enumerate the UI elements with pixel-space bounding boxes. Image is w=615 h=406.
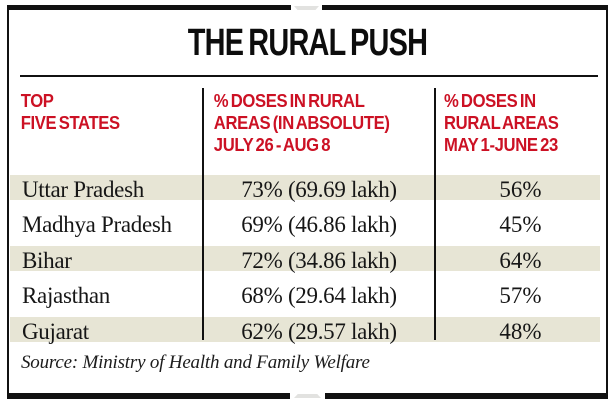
source-credit: Source: Ministry of Health and Family We… xyxy=(21,352,370,373)
bottom-rule-notch-tab xyxy=(294,394,321,398)
table-row: Gujarat 62% (29.57 lakh) 48% xyxy=(9,314,606,350)
header-states-line1: TOP xyxy=(20,90,54,111)
doses-may-jun-value: 48% xyxy=(499,318,542,344)
table-row: Uttar Pradesh 73% (69.69 lakh) 56% xyxy=(9,172,606,208)
table-row: Bihar 72% (34.86 lakh) 64% xyxy=(9,243,606,279)
page-title-text: THE RURAL PUSH xyxy=(187,22,428,64)
header-states-line2: FIVE STATES xyxy=(20,112,120,133)
state-name: Bihar xyxy=(22,247,72,273)
column-divider-1 xyxy=(202,88,204,340)
table-body: Uttar Pradesh 73% (69.69 lakh) 56% Madhy… xyxy=(9,172,606,350)
page-title: THE RURAL PUSH xyxy=(0,24,615,62)
bottom-rule-notch xyxy=(290,392,325,404)
header-jul-aug-line1: % DOSES IN RURAL xyxy=(213,90,365,111)
header-may-jun-line3: MAY 1-JUNE 23 xyxy=(444,134,558,155)
header-may-jun-column: % DOSES IN RURAL AREAS MAY 1-JUNE 23 xyxy=(435,90,589,156)
doses-jul-aug-value: 62% (29.57 lakh) xyxy=(241,318,397,344)
doses-may-jun-value: 64% xyxy=(499,247,542,273)
table-row: Madhya Pradesh 69% (46.86 lakh) 45% xyxy=(9,208,606,244)
doses-jul-aug-value: 68% (29.64 lakh) xyxy=(241,283,397,309)
header-may-jun-line1: % DOSES IN xyxy=(444,90,536,111)
state-name: Uttar Pradesh xyxy=(22,176,144,202)
header-jul-aug-line3: JULY 26 - AUG 8 xyxy=(213,134,331,155)
state-name: Madhya Pradesh xyxy=(22,212,172,238)
header-jul-aug-column: % DOSES IN RURAL AREAS (IN ABSOLUTE) JUL… xyxy=(203,90,412,156)
top-rule-notch-tab xyxy=(294,6,319,10)
title-divider-rule xyxy=(20,75,598,77)
doses-may-jun-value: 57% xyxy=(499,283,542,309)
doses-jul-aug-value: 73% (69.69 lakh) xyxy=(241,176,397,202)
doses-jul-aug-value: 69% (46.86 lakh) xyxy=(241,212,397,238)
table-header-row: TOP FIVE STATES % DOSES IN RURAL AREAS (… xyxy=(9,90,606,156)
header-may-jun-line2: RURAL AREAS xyxy=(444,112,559,133)
doses-jul-aug-value: 72% (34.86 lakh) xyxy=(241,247,397,273)
doses-may-jun-value: 56% xyxy=(499,176,542,202)
header-states-column: TOP FIVE STATES xyxy=(9,90,184,156)
state-name: Gujarat xyxy=(22,318,89,344)
state-name: Rajasthan xyxy=(22,283,110,309)
column-divider-2 xyxy=(434,88,436,340)
doses-may-jun-value: 45% xyxy=(499,212,542,238)
header-jul-aug-line2: AREAS (IN ABSOLUTE) xyxy=(213,112,390,133)
table-row: Rajasthan 68% (29.64 lakh) 57% xyxy=(9,279,606,315)
